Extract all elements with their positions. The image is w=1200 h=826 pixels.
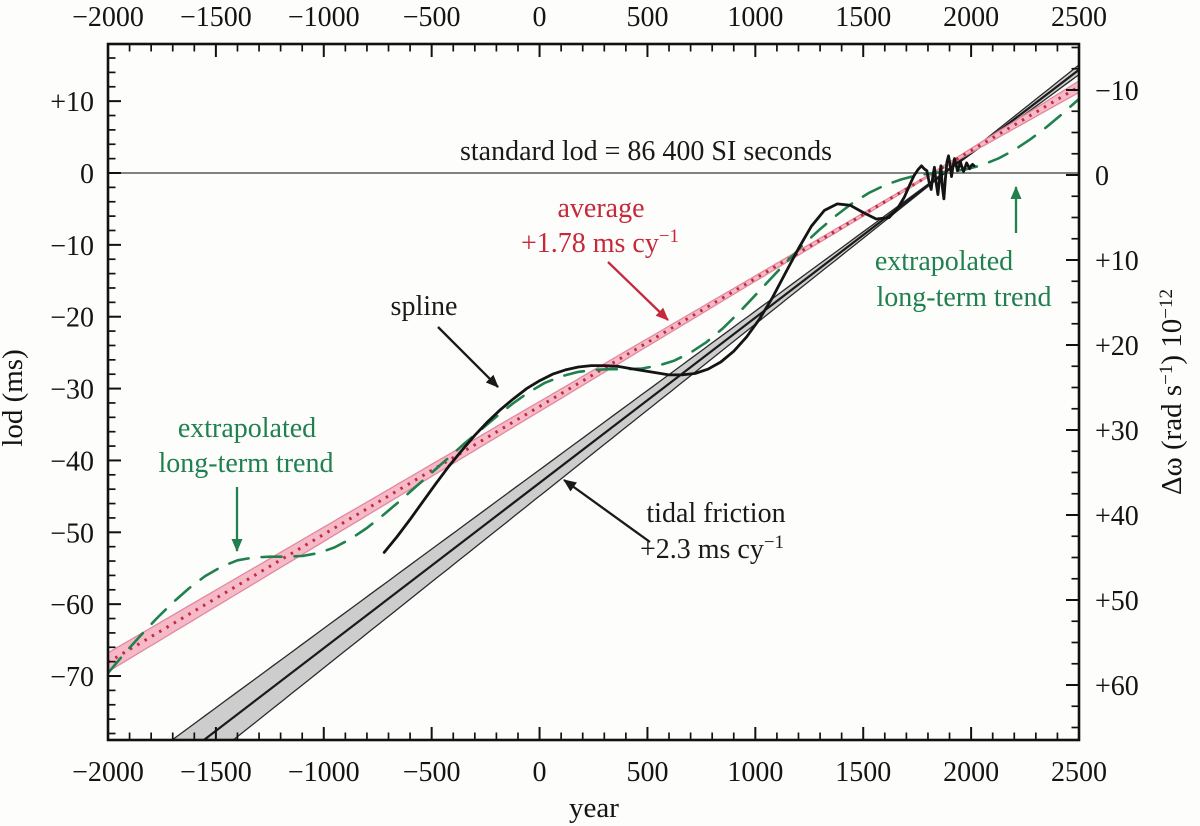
x-axis-tick-label-bottom: 0 xyxy=(533,757,547,788)
y-axis-left-tick-label: −30 xyxy=(50,375,94,406)
x-axis-tick-label-top: 0 xyxy=(533,2,547,33)
tidal-arrow xyxy=(563,479,651,543)
y-axis-left-tick-label: −10 xyxy=(50,231,94,262)
x-axis-tick-label-top: −1000 xyxy=(288,2,360,33)
x-axis-tick-label-bottom: 1500 xyxy=(835,757,891,788)
spline-label-line1: spline xyxy=(391,291,458,322)
x-axis-tick-label-bottom: 2000 xyxy=(943,757,999,788)
y-axis-right-tick-label: 0 xyxy=(1095,161,1109,192)
y-axis-label-right-main2: ) 10 xyxy=(1156,319,1188,365)
average-arrow xyxy=(607,261,669,321)
y-axis-label-right-sup2: −12 xyxy=(1156,289,1177,319)
x-axis-tick-label-top: 500 xyxy=(626,2,668,33)
y-axis-left-tick-label: +10 xyxy=(50,87,94,118)
x-axis-tick-label-bottom: −1500 xyxy=(180,757,252,788)
x-axis-tick-label-top: 1500 xyxy=(835,2,891,33)
y-axis-right-tick-label: +20 xyxy=(1095,331,1139,362)
axes-layer: −2000−2000−1500−1500−1000−1000−500−50000… xyxy=(50,2,1139,788)
average-band-edge-upper xyxy=(108,80,1079,654)
y-axis-left-tick-label: −50 xyxy=(50,518,94,549)
y-axis-label-right: Δω (rad s−1) 10−12 xyxy=(1156,289,1188,495)
average-line xyxy=(108,85,1079,664)
y-axis-right-tick-label: +60 xyxy=(1095,671,1139,702)
trend-label-right-line2: long-term trend xyxy=(877,282,1052,313)
x-axis-tick-label-bottom: 1000 xyxy=(727,757,783,788)
y-axis-left-tick-label: −20 xyxy=(50,303,94,334)
tidal-band-edge-lower xyxy=(232,74,1079,740)
y-axis-right-tick-label: +40 xyxy=(1095,501,1139,532)
y-axis-right-tick-label: +50 xyxy=(1095,586,1139,617)
y-axis-right-tick-label: +10 xyxy=(1095,246,1139,277)
trend-label-left-line1: extrapolated xyxy=(178,413,316,444)
long-term-trend-curve xyxy=(108,97,1079,675)
average-band xyxy=(108,80,1079,672)
x-axis-tick-label-top: 2000 xyxy=(943,2,999,33)
trend-label-left-line2: long-term trend xyxy=(159,448,334,479)
tidal-label-line1: tidal friction xyxy=(646,498,785,529)
x-axis-tick-label-bottom: −2000 xyxy=(72,757,144,788)
x-axis-tick-label-bottom: 2500 xyxy=(1051,757,1107,788)
spline-arrow xyxy=(437,326,499,388)
average-label-line2: +1.78 ms cy−1 xyxy=(521,226,679,259)
x-axis-tick-label-top: −2000 xyxy=(72,2,144,33)
tidal-line xyxy=(202,68,1079,740)
y-axis-label-right-sup1: −1 xyxy=(1156,365,1177,385)
plot-frame xyxy=(106,42,1081,742)
x-axis-tick-label-top: −500 xyxy=(403,2,461,33)
x-axis-tick-label-top: 2500 xyxy=(1051,2,1107,33)
standard-lod-label-line1: standard lod = 86 400 SI seconds xyxy=(460,136,832,167)
tidal-label-line2: +2.3 ms cy−1 xyxy=(640,532,784,565)
x-axis-tick-label-bottom: 500 xyxy=(626,757,668,788)
y-axis-left-tick-label: 0 xyxy=(80,159,94,190)
spline-curve xyxy=(382,154,976,554)
x-axis-tick-label-top: −1500 xyxy=(180,2,252,33)
tidal-label-sup: −1 xyxy=(764,532,784,553)
y-axis-right-tick-label: +30 xyxy=(1095,416,1139,447)
x-axis-tick-label-bottom: −500 xyxy=(403,757,461,788)
x-axis-tick-label-top: 1000 xyxy=(727,2,783,33)
y-axis-label-right-main: Δω (rad s xyxy=(1156,385,1188,495)
average-band-edge-lower xyxy=(108,91,1079,673)
x-axis-tick-label-bottom: −1000 xyxy=(288,757,360,788)
average-label-line1: average xyxy=(557,193,644,224)
x-axis-label: year xyxy=(569,792,619,824)
y-axis-left-tick-label: −60 xyxy=(50,590,94,621)
tidal-label-text: +2.3 ms cy xyxy=(640,534,764,565)
annotation-layer: standard lod = 86 400 SI secondsaverage+… xyxy=(159,136,1052,565)
trend-label-right-line1: extrapolated xyxy=(875,246,1013,277)
tidal-band-edge-upper xyxy=(171,64,1079,740)
series-layer xyxy=(108,64,1079,740)
y-axis-label-left: lod (ms) xyxy=(0,349,29,446)
average-label-sup: −1 xyxy=(659,226,679,247)
y-axis-right-tick-label: −10 xyxy=(1095,76,1139,107)
average-label-text: +1.78 ms cy xyxy=(521,228,659,259)
y-axis-left-tick-label: −70 xyxy=(50,662,94,693)
y-axis-left-tick-label: −40 xyxy=(50,446,94,477)
